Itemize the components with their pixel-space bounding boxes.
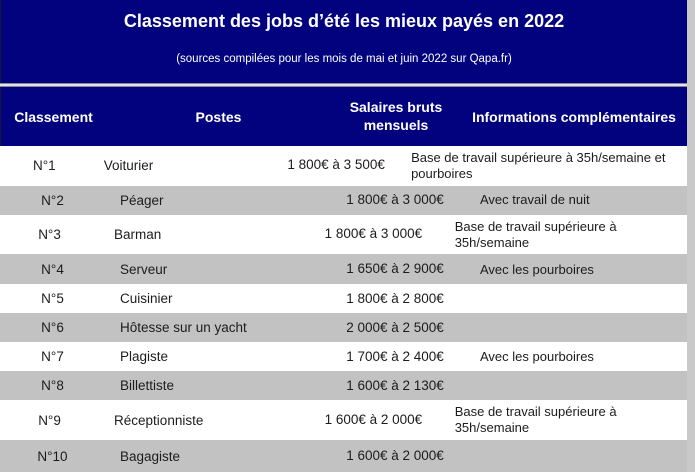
table-row: N°6 Hôtesse sur un yacht 2 000€ à 2 500€ bbox=[0, 313, 687, 343]
table-row: N°10 Bagagiste 1 600€ à 2 000€ bbox=[0, 440, 687, 472]
rank-cell: N°2 bbox=[41, 192, 64, 208]
column-header-postes: Postes bbox=[195, 108, 242, 125]
poste-cell: Cuisinier bbox=[120, 291, 173, 307]
poste-cell: Billettiste bbox=[120, 378, 175, 394]
table-header-row: Classement Postes Salaires bruts mensuel… bbox=[0, 87, 687, 146]
table-row: N°5 Cuisinier 1 800€ à 2 800€ bbox=[0, 284, 687, 314]
page-subtitle: (sources compilées pour les mois de mai … bbox=[176, 52, 512, 65]
column-header-salaires: Salaires bruts mensuels bbox=[349, 99, 443, 133]
salaire-cell: 1 650€ à 2 900€ bbox=[346, 261, 444, 276]
table-row: N°3 Barman 1 800€ à 3 000€ Base de trava… bbox=[0, 214, 687, 255]
salaire-cell: 1 600€ à 2 000€ bbox=[324, 411, 423, 427]
rank-cell: N°8 bbox=[41, 378, 64, 394]
info-cell bbox=[460, 452, 687, 460]
rank-cell: N°1 bbox=[33, 158, 56, 174]
table-row: N°9 Réceptionniste 1 600€ à 2 000€ Base … bbox=[0, 400, 687, 441]
table-row: N°1 Voiturier 1 800€ à 3 500€ Base de tr… bbox=[0, 146, 687, 186]
rank-cell: N°7 bbox=[41, 349, 64, 365]
info-cell bbox=[460, 324, 687, 332]
poste-cell: Plagiste bbox=[120, 349, 169, 365]
info-cell: Base de travail supérieure à 35h/semaine… bbox=[411, 150, 666, 181]
info-cell bbox=[460, 295, 687, 303]
poste-cell: Bagagiste bbox=[120, 448, 181, 464]
rank-cell: N°9 bbox=[38, 412, 61, 428]
table-row: N°7 Plagiste 1 700€ à 2 400€ Avec les po… bbox=[0, 342, 687, 372]
info-cell: Base de travail supérieure à 35h/semaine bbox=[454, 404, 617, 436]
poste-cell: Serveur bbox=[120, 261, 168, 277]
info-cell: Base de travail supérieure à 35h/semaine bbox=[454, 218, 617, 250]
rank-cell: N°4 bbox=[41, 261, 64, 277]
page-title: Classement des jobs d’été les mieux payé… bbox=[123, 11, 565, 31]
poste-cell: Voiturier bbox=[103, 158, 154, 174]
salaire-cell: 1 800€ à 2 800€ bbox=[346, 290, 444, 306]
masthead: Classement des jobs d’été les mieux payé… bbox=[0, 0, 687, 83]
poste-cell: Péager bbox=[120, 192, 164, 208]
info-cell: Avec les pourboires bbox=[480, 261, 594, 277]
salaire-cell: 1 700€ à 2 400€ bbox=[346, 348, 444, 364]
poste-cell: Barman bbox=[114, 227, 162, 243]
rank-cell: N°6 bbox=[41, 320, 64, 336]
info-cell: Avec les pourboires bbox=[480, 349, 594, 364]
salaire-cell: 1 800€ à 3 000€ bbox=[346, 191, 444, 207]
salaire-cell: 1 800€ à 3 000€ bbox=[324, 226, 423, 242]
rank-cell: N°3 bbox=[38, 227, 61, 243]
info-cell bbox=[460, 382, 687, 390]
column-header-classement: Classement bbox=[14, 108, 93, 125]
salaire-cell: 1 600€ à 2 000€ bbox=[346, 447, 444, 463]
table-body: N°1 Voiturier 1 800€ à 3 500€ Base de tr… bbox=[0, 146, 687, 472]
table-row: N°8 Billettiste 1 600€ à 2 130€ bbox=[0, 371, 687, 401]
info-cell: Avec travail de nuit bbox=[480, 192, 590, 208]
poste-cell: Hôtesse sur un yacht bbox=[120, 320, 247, 336]
salaire-cell: 1 800€ à 3 500€ bbox=[287, 157, 385, 173]
rank-cell: N°10 bbox=[37, 448, 68, 464]
column-header-informations: Informations complémentaires bbox=[472, 108, 676, 125]
table-row: N°2 Péager 1 800€ à 3 000€ Avec travail … bbox=[0, 185, 687, 215]
poste-cell: Réceptionniste bbox=[114, 412, 204, 428]
separator-rule bbox=[0, 83, 687, 87]
salaire-cell: 2 000€ à 2 500€ bbox=[346, 319, 444, 335]
salaire-cell: 1 600€ à 2 130€ bbox=[346, 377, 444, 393]
rank-cell: N°5 bbox=[41, 291, 64, 307]
table-row: N°4 Serveur 1 650€ à 2 900€ Avec les pou… bbox=[0, 254, 687, 285]
